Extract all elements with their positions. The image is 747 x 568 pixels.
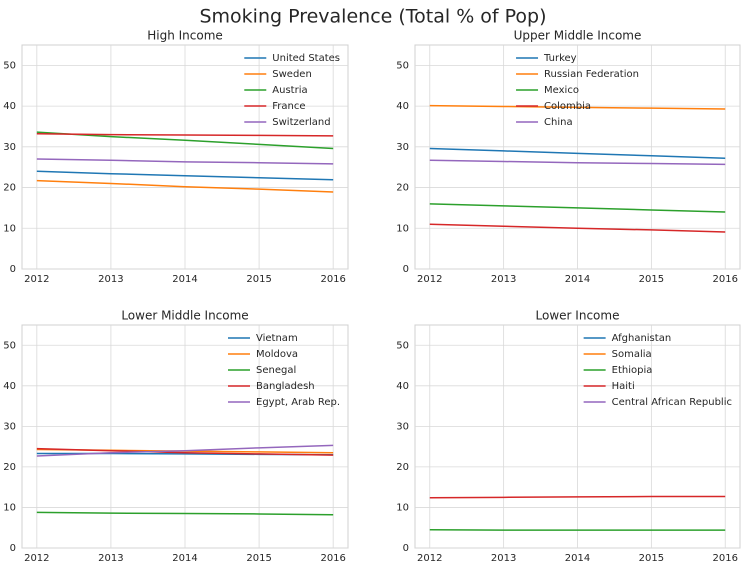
series-line	[36, 511, 334, 516]
x-tick-label: 2012	[24, 274, 49, 285]
series-line	[36, 158, 334, 165]
x-tick-label: 2016	[320, 274, 345, 285]
legend-label: Turkey	[543, 53, 577, 64]
y-tick-label: 0	[10, 543, 16, 554]
series-line	[429, 223, 726, 233]
x-tick-label: 2016	[713, 553, 738, 564]
legend-label: Colombia	[544, 101, 591, 112]
legend-label: Russian Federation	[544, 69, 639, 80]
series-line	[429, 147, 726, 159]
y-tick-label: 50	[3, 340, 16, 351]
legend-label: Moldova	[256, 349, 298, 360]
x-tick-label: 2015	[639, 274, 664, 285]
y-tick-label: 10	[3, 502, 16, 513]
y-tick-label: 40	[3, 101, 16, 112]
y-tick-label: 30	[3, 421, 16, 432]
series-line	[429, 104, 726, 110]
x-tick-label: 2015	[246, 274, 271, 285]
legend-label: United States	[272, 53, 340, 64]
y-tick-label: 40	[396, 101, 409, 112]
x-tick-label: 2013	[98, 274, 123, 285]
y-tick-label: 20	[3, 183, 16, 194]
legend-label: Egypt, Arab Rep.	[256, 397, 340, 408]
y-tick-label: 30	[396, 421, 409, 432]
panel-title: High Income	[147, 29, 223, 43]
y-tick-label: 20	[396, 183, 409, 194]
panel-title: Lower Income	[536, 309, 620, 323]
legend-label: Afghanistan	[612, 333, 672, 344]
y-tick-label: 20	[3, 462, 16, 473]
legend-label: France	[272, 101, 305, 112]
legend-label: China	[544, 117, 573, 128]
y-tick-label: 40	[396, 381, 409, 392]
y-tick-label: 50	[3, 60, 16, 71]
x-tick-label: 2016	[713, 274, 738, 285]
y-tick-label: 10	[396, 502, 409, 513]
x-tick-label: 2016	[320, 553, 345, 564]
x-tick-label: 2012	[417, 274, 442, 285]
y-tick-label: 50	[396, 60, 409, 71]
y-tick-label: 10	[396, 223, 409, 234]
legend-label: Vietnam	[256, 333, 298, 344]
legend-label: Central African Republic	[612, 397, 732, 408]
series-line	[429, 203, 726, 213]
y-tick-label: 0	[403, 543, 409, 554]
series-line	[429, 495, 726, 499]
series-line	[36, 179, 334, 193]
legend-label: Switzerland	[272, 117, 330, 128]
x-tick-label: 2014	[172, 553, 197, 564]
y-tick-label: 50	[396, 340, 409, 351]
series-line	[36, 131, 334, 150]
y-tick-label: 40	[3, 381, 16, 392]
legend-label: Ethiopia	[612, 365, 653, 376]
y-tick-label: 10	[3, 223, 16, 234]
legend-label: Somalia	[612, 349, 652, 360]
y-tick-label: 20	[396, 462, 409, 473]
series-line	[36, 444, 334, 457]
legend-label: Bangladesh	[256, 381, 315, 392]
x-tick-label: 2015	[246, 553, 271, 564]
panel-title: Upper Middle Income	[514, 29, 642, 43]
x-tick-label: 2013	[491, 553, 516, 564]
y-tick-label: 0	[10, 264, 16, 275]
series-line	[429, 159, 726, 166]
legend-label: Mexico	[544, 85, 579, 96]
panel-title: Lower Middle Income	[121, 309, 248, 323]
x-tick-label: 2013	[491, 274, 516, 285]
x-tick-label: 2013	[98, 553, 123, 564]
series-line	[36, 447, 334, 456]
x-tick-label: 2014	[565, 553, 590, 564]
series-line	[36, 170, 334, 181]
y-tick-label: 0	[403, 264, 409, 275]
legend-label: Austria	[272, 85, 307, 96]
y-tick-label: 30	[3, 142, 16, 153]
x-tick-label: 2012	[417, 553, 442, 564]
legend-label: Haiti	[612, 381, 635, 392]
figure-title: Smoking Prevalence (Total % of Pop)	[199, 6, 546, 28]
legend-label: Senegal	[256, 365, 296, 376]
x-tick-label: 2012	[24, 553, 49, 564]
x-tick-label: 2015	[639, 553, 664, 564]
y-tick-label: 30	[396, 142, 409, 153]
series-line	[36, 133, 334, 137]
x-tick-label: 2014	[565, 274, 590, 285]
x-tick-label: 2014	[172, 274, 197, 285]
legend-label: Sweden	[272, 69, 312, 80]
